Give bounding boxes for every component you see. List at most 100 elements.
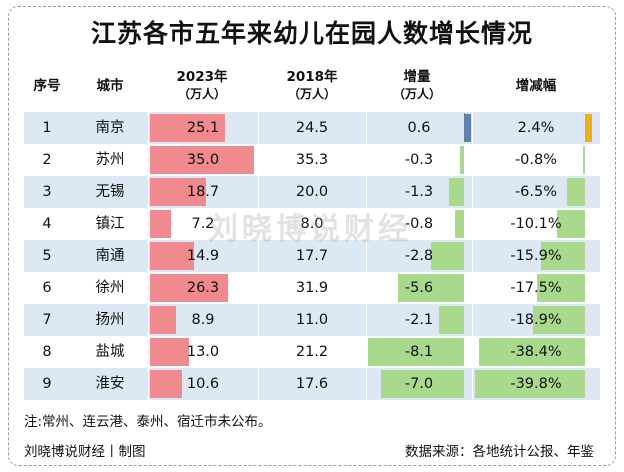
table-row: 5 南通 14.9 17.7 -2.8 -15.9%	[24, 240, 600, 272]
cell-2018: 31.9	[295, 280, 329, 296]
cell-rate: -18.9%	[510, 312, 562, 328]
cell-change: -2.1	[404, 312, 434, 328]
cell-city: 苏州	[95, 152, 125, 168]
header-2018: 2018年 （万人）	[258, 69, 366, 103]
bar-2023	[150, 274, 229, 302]
column-divider	[258, 272, 259, 304]
table-row: 1 南京 25.1 24.5 0.6 2.4%	[24, 112, 600, 144]
bar-2023	[150, 178, 206, 206]
bar-change	[448, 178, 464, 206]
table-row: 2 苏州 35.0 35.3 -0.3 -0.8%	[24, 144, 600, 176]
column-divider	[258, 240, 259, 272]
cell-index: 9	[42, 376, 52, 392]
bar-rate	[475, 370, 585, 398]
bar-change	[397, 274, 464, 302]
cell-rate: -10.1%	[510, 216, 562, 232]
column-divider	[472, 112, 473, 144]
column-divider	[258, 304, 259, 336]
bar-change	[464, 114, 472, 142]
cell-2023: 25.1	[186, 120, 220, 136]
bar-rate	[567, 178, 585, 206]
cell-2023: 8.9	[191, 312, 215, 328]
cell-rate: -38.4%	[510, 344, 562, 360]
column-divider	[366, 336, 367, 368]
column-divider	[472, 368, 473, 400]
bar-change	[454, 210, 464, 238]
bar-2023	[150, 210, 172, 238]
cell-change: -1.3	[404, 184, 434, 200]
cell-2023: 18.7	[186, 184, 220, 200]
cell-city: 南京	[95, 120, 125, 136]
credit-text: 刘晓博说财经丨制图	[24, 444, 146, 460]
bar-rate	[541, 242, 585, 270]
data-source: 数据来源：各地统计公报、年鉴	[405, 444, 594, 460]
column-divider	[366, 208, 367, 240]
column-divider	[472, 240, 473, 272]
bar-2023	[150, 306, 177, 334]
cell-change: 0.6	[407, 120, 431, 136]
bar-change	[439, 306, 464, 334]
header-2023-label: 2023年	[176, 69, 228, 85]
column-divider	[472, 304, 473, 336]
cell-city: 镇江	[95, 216, 125, 232]
cell-2023: 10.6	[186, 376, 220, 392]
header-2018-unit: （万人）	[287, 87, 336, 101]
table-row: 3 无锡 18.7 20.0 -1.3 -6.5%	[24, 176, 600, 208]
cell-rate: 2.4%	[517, 120, 555, 136]
cell-change: -0.8	[404, 216, 434, 232]
cell-index: 1	[42, 120, 52, 136]
cell-city: 徐州	[95, 280, 125, 296]
column-divider	[258, 368, 259, 400]
cell-2023: 14.9	[186, 248, 220, 264]
header-2023: 2023年 （万人）	[148, 69, 256, 103]
cell-city: 南通	[95, 248, 125, 264]
column-divider	[258, 112, 259, 144]
column-divider	[148, 272, 149, 304]
cell-city: 扬州	[95, 312, 125, 328]
cell-2023: 26.3	[186, 280, 220, 296]
cell-2018: 35.3	[295, 152, 329, 168]
cell-index: 6	[42, 280, 52, 296]
cell-2018: 8.0	[300, 216, 324, 232]
bar-2023	[150, 146, 254, 174]
column-divider	[366, 240, 367, 272]
bar-2023	[150, 338, 189, 366]
column-divider	[366, 272, 367, 304]
column-divider	[366, 176, 367, 208]
bar-rate	[532, 306, 585, 334]
header-rate: 增减幅	[515, 78, 557, 94]
bar-rate	[582, 146, 585, 174]
header-city: 城市	[96, 78, 124, 94]
cell-city: 盐城	[95, 344, 125, 360]
column-divider	[148, 304, 149, 336]
column-divider	[472, 336, 473, 368]
cell-change: -8.1	[404, 344, 434, 360]
table-row: 4 镇江 7.2 8.0 -0.8 -10.1%	[24, 208, 600, 240]
cell-rate: -15.9%	[510, 248, 562, 264]
table-row: 6 徐州 26.3 31.9 -5.6 -17.5%	[24, 272, 600, 304]
column-divider	[148, 144, 149, 176]
column-divider	[148, 336, 149, 368]
cell-rate: -39.8%	[510, 376, 562, 392]
column-divider	[366, 112, 367, 144]
column-divider	[258, 336, 259, 368]
column-divider	[148, 240, 149, 272]
column-divider	[366, 144, 367, 176]
cell-2018: 24.5	[295, 120, 329, 136]
cell-change: -0.3	[404, 152, 434, 168]
cell-change: -7.0	[404, 376, 434, 392]
column-divider	[472, 176, 473, 208]
column-divider	[366, 368, 367, 400]
column-divider	[148, 368, 149, 400]
cell-rate: -0.8%	[514, 152, 558, 168]
cell-rate: -6.5%	[514, 184, 558, 200]
cell-index: 7	[42, 312, 52, 328]
bar-rate	[585, 114, 592, 142]
bar-2023	[150, 370, 182, 398]
cell-index: 3	[42, 184, 52, 200]
column-divider	[366, 304, 367, 336]
cell-index: 2	[42, 152, 52, 168]
table-row: 9 淮安 10.6 17.6 -7.0 -39.8%	[24, 368, 600, 400]
card-frame	[8, 6, 616, 466]
column-divider	[472, 272, 473, 304]
